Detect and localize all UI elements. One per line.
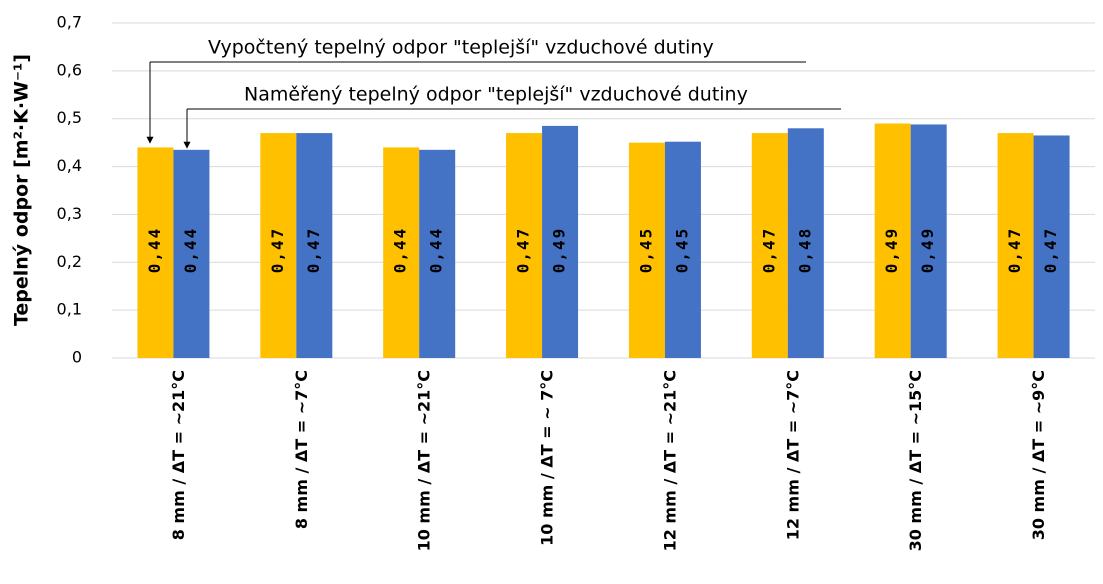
x-tick-label: 8 mm / ΔT = ~7°C — [292, 370, 311, 529]
x-tick-label: 12 mm / ΔT = ~7°C — [783, 370, 802, 540]
y-tick-label: 0,4 — [57, 156, 82, 175]
data-label: 0,44 — [427, 227, 446, 274]
y-tick-label: 0,3 — [57, 204, 82, 223]
data-label: 0,47 — [514, 227, 533, 274]
x-tick-label: 30 mm / ΔT = ~9°C — [1029, 370, 1048, 540]
data-label: 0,47 — [1041, 227, 1060, 274]
data-label: 0,44 — [145, 227, 164, 274]
x-tick-label: 10 mm / ΔT = ~ 7°C — [538, 370, 557, 546]
y-tick-label: 0,7 — [57, 13, 82, 32]
data-label: 0,44 — [181, 227, 200, 274]
x-tick-label: 12 mm / ΔT = ~21°C — [660, 370, 679, 551]
data-label: 0,47 — [304, 227, 323, 274]
bar — [628, 142, 665, 358]
bar — [751, 133, 788, 358]
data-label: 0,49 — [882, 227, 901, 274]
y-tick-label: 0,1 — [57, 300, 82, 319]
annotation: Naměřený tepelný odpor "teplejší" vzduch… — [244, 84, 748, 106]
data-label: 0,49 — [918, 227, 937, 274]
bar — [1033, 135, 1070, 358]
x-tick-label: 8 mm / ΔT = ~21°C — [169, 370, 188, 540]
bar — [542, 125, 579, 359]
data-label: 0,45 — [672, 227, 691, 274]
y-tick-label: 0,5 — [57, 108, 82, 127]
bar — [506, 133, 543, 358]
data-label: 0,49 — [550, 227, 569, 274]
bar — [260, 133, 297, 358]
y-tick-label: 0,2 — [57, 252, 82, 271]
bar — [664, 141, 701, 358]
bar — [419, 149, 456, 358]
annotation: Vypočtený tepelný odpor "teplejší" vzduc… — [208, 37, 714, 59]
y-tick-label: 0 — [72, 348, 82, 367]
bar — [173, 149, 210, 358]
bar — [296, 133, 333, 358]
bar — [997, 133, 1034, 358]
bar — [787, 128, 824, 358]
data-label: 0,44 — [391, 227, 410, 274]
y-axis-label: Tepelný odpor [m²·K·W⁻¹] — [11, 54, 33, 326]
data-label: 0,45 — [636, 227, 655, 274]
x-tick-label: 30 mm / ΔT = ~15°C — [906, 370, 925, 551]
y-tick-label: 0,6 — [57, 60, 82, 79]
data-label: 0,47 — [268, 227, 287, 274]
bar — [910, 124, 947, 358]
data-label: 0,48 — [795, 227, 814, 274]
data-label: 0,47 — [759, 227, 778, 274]
x-tick-label: 10 mm / ΔT = ~21°C — [415, 370, 434, 551]
bar — [383, 147, 420, 358]
bar — [137, 147, 174, 358]
data-label: 0,47 — [1005, 227, 1024, 274]
bar — [874, 123, 911, 358]
